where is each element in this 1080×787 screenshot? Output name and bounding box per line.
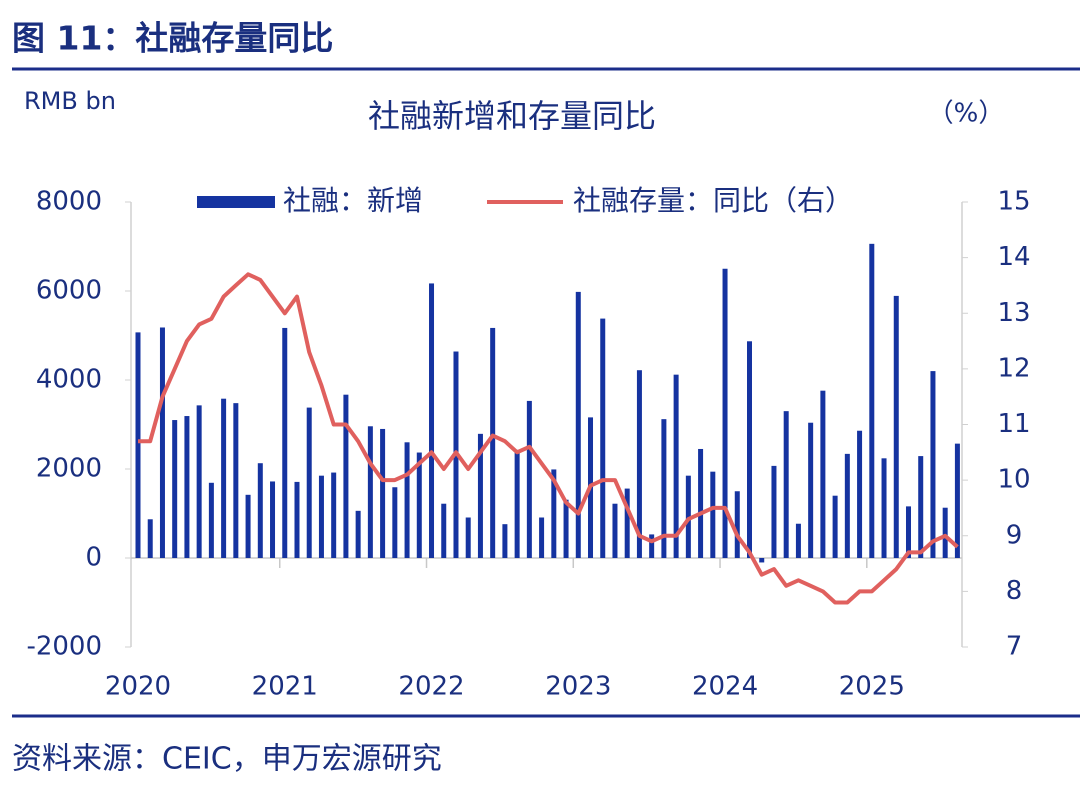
y-tick-label: 6000 (36, 276, 102, 306)
bar (649, 534, 655, 558)
bar (905, 506, 911, 558)
line (138, 272, 959, 605)
bar (245, 494, 251, 558)
legend-swatch (197, 196, 275, 208)
y2-tick-label: 10 (997, 465, 1030, 495)
bar (661, 419, 667, 558)
y2-tick-label: 13 (997, 298, 1030, 328)
bar (514, 449, 520, 558)
bar (918, 456, 924, 558)
bar (942, 507, 948, 558)
bar (673, 374, 679, 558)
y2-tick-label: 14 (997, 242, 1030, 272)
bar (795, 523, 801, 558)
bar (783, 411, 789, 558)
bar (954, 443, 960, 558)
y2-tick-label: 9 (1006, 520, 1023, 550)
bar (184, 416, 190, 558)
y2-tick-label: 7 (1006, 632, 1023, 662)
bar (392, 487, 398, 558)
bar (257, 463, 263, 558)
bar (465, 517, 471, 558)
bar (355, 510, 361, 558)
bar (551, 469, 557, 558)
bar (294, 481, 300, 558)
bar (612, 503, 618, 558)
bar (722, 268, 728, 558)
bar (636, 370, 642, 558)
bar (600, 318, 606, 558)
bar (221, 398, 227, 558)
bar (857, 430, 863, 558)
bar (477, 433, 483, 558)
y-tick-label: 8000 (36, 187, 102, 217)
bar (526, 400, 532, 558)
x-tick-label: 2024 (692, 672, 758, 702)
bar (208, 482, 214, 558)
x-tick-label: 2022 (398, 672, 464, 702)
bar (441, 503, 447, 558)
y-tick-label: 0 (85, 543, 102, 573)
bar (820, 390, 826, 558)
x-tick-label: 2023 (545, 672, 611, 702)
bar (685, 475, 691, 558)
bar (698, 448, 704, 558)
bar (343, 394, 349, 558)
bar (490, 327, 496, 558)
y-tick-label: 2000 (36, 454, 102, 484)
bar (196, 405, 202, 558)
bar (416, 452, 422, 558)
bar (539, 517, 545, 558)
bar (380, 428, 386, 558)
y2-tick-label: 15 (997, 187, 1030, 217)
bar (844, 453, 850, 558)
x-tick-label: 2020 (105, 672, 171, 702)
bar (771, 465, 777, 558)
legend-label: 社融：新增 (283, 184, 423, 217)
bar (233, 403, 239, 558)
bar (869, 243, 875, 558)
y-tick-label: -2000 (26, 632, 102, 662)
bar (710, 471, 716, 558)
bar (282, 327, 288, 558)
bar (624, 488, 630, 558)
bar (404, 442, 410, 558)
y2-tick-label: 12 (997, 353, 1030, 383)
x-tick-label: 2025 (839, 672, 905, 702)
y-axis-label: RMB bn (24, 87, 116, 115)
bar (331, 472, 337, 558)
bar (147, 519, 153, 558)
source-note: 资料来源：CEIC，申万宏源研究 (12, 742, 442, 777)
bar (367, 426, 373, 558)
bar (306, 407, 312, 558)
bar (172, 420, 178, 558)
bar (502, 524, 508, 558)
bar (135, 332, 141, 558)
bar (575, 291, 581, 558)
bar (429, 283, 435, 558)
bar (734, 491, 740, 558)
legend-label: 社融存量：同比（右） (573, 184, 853, 217)
y2-tick-label: 8 (1006, 576, 1023, 606)
bar (318, 475, 324, 558)
bar (747, 341, 752, 558)
chart-title: 社融新增和存量同比 (368, 97, 656, 135)
bar (759, 558, 765, 563)
bar (270, 481, 276, 558)
x-tick-label: 2021 (252, 672, 318, 702)
bar (881, 458, 887, 558)
y2-tick-label: 11 (997, 409, 1030, 439)
bar (930, 371, 936, 558)
figure-title: 图 11：社融存量同比 (12, 19, 333, 58)
bar (832, 495, 838, 558)
bar (893, 295, 899, 558)
y-tick-label: 4000 (36, 365, 102, 395)
bar (808, 422, 814, 558)
bar (159, 327, 165, 558)
bar (563, 499, 569, 558)
y2-axis-label: （%） (928, 99, 1005, 129)
